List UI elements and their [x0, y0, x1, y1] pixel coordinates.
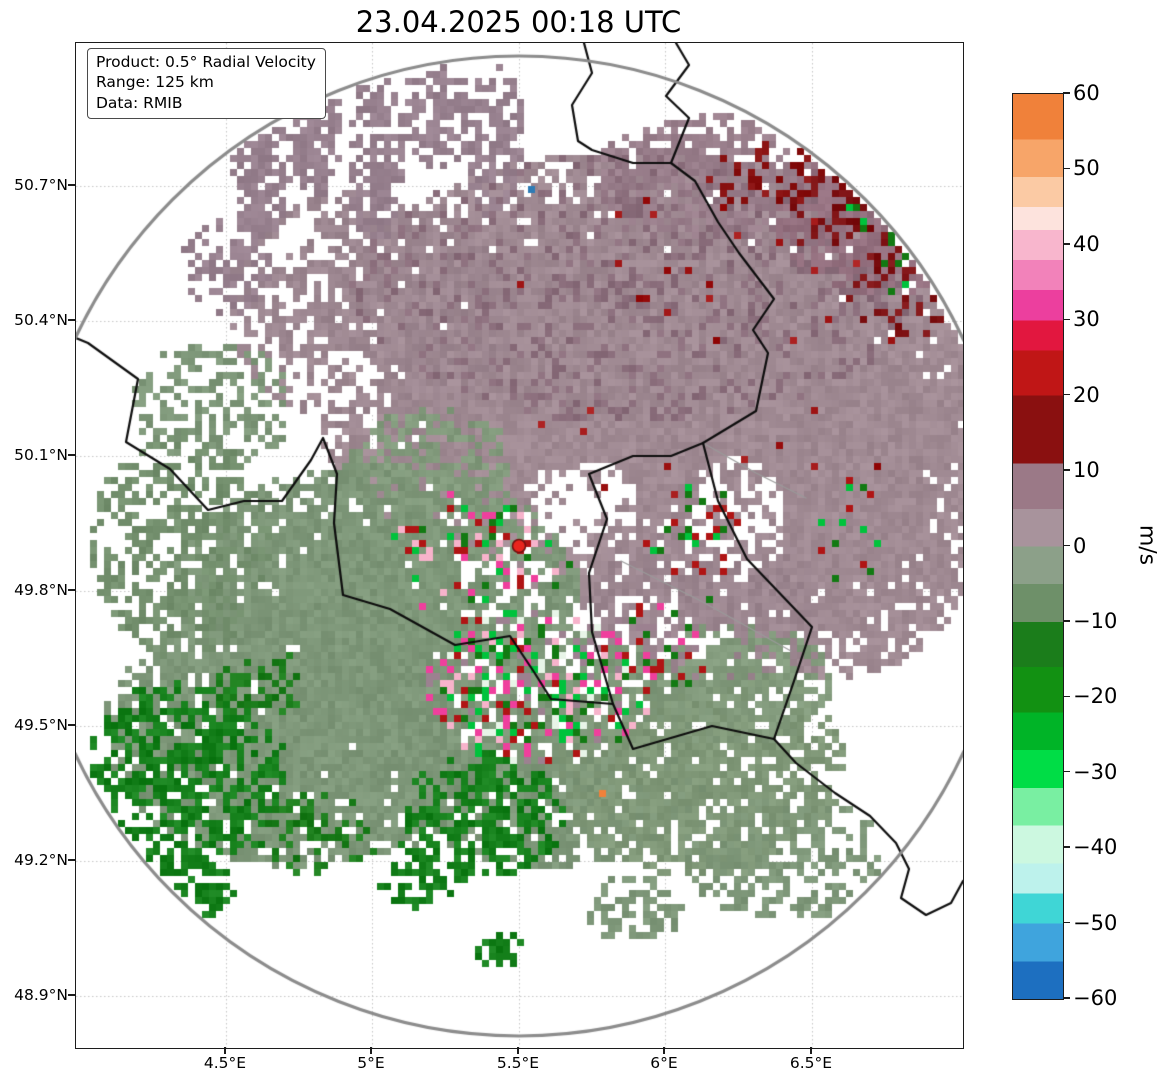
radar-ppi-canvas [76, 43, 963, 1048]
colorbar-tick-mark [1063, 544, 1070, 547]
colorbar-tick-mark [1063, 695, 1070, 698]
colorbar-tick-label: 50 [1073, 156, 1100, 181]
x-tick-mark [663, 1047, 665, 1054]
colorbar-tick-mark [1063, 469, 1070, 471]
chart-title: 23.04.2025 00:18 UTC [355, 5, 682, 39]
info-line-product: Product: 0.5° Radial Velocity [96, 53, 316, 71]
colorbar [1012, 93, 1064, 1000]
colorbar-tick-label: −60 [1073, 986, 1118, 1010]
y-tick-label: 49.8°N [14, 581, 68, 599]
colorbar-tick-label: −50 [1073, 910, 1118, 935]
colorbar-tick-label: 60 [1073, 81, 1100, 105]
y-tick-mark [68, 859, 75, 861]
colorbar-tick-mark [1063, 846, 1070, 848]
info-line-data: Data: RMIB [96, 93, 183, 112]
colorbar-tick-label: −10 [1073, 608, 1118, 633]
x-tick-label: 6.5°E [789, 1054, 833, 1072]
x-tick-mark [224, 1047, 226, 1054]
y-tick-label: 50.7°N [14, 176, 68, 194]
x-tick-label: 5.5°E [496, 1054, 540, 1072]
colorbar-tick-mark [1063, 243, 1070, 245]
y-tick-label: 49.2°N [14, 851, 68, 869]
y-tick-label: 50.4°N [14, 311, 68, 329]
colorbar-tick-label: 10 [1073, 458, 1100, 483]
colorbar-tick-label: 0 [1073, 533, 1087, 558]
colorbar-tick-mark [1063, 620, 1070, 622]
y-tick-mark [68, 724, 75, 726]
colorbar-tick-label: −40 [1073, 835, 1118, 860]
x-tick-mark [810, 1047, 812, 1054]
colorbar-tick-mark [1063, 771, 1070, 773]
y-tick-mark [68, 994, 75, 996]
colorbar-tick-label: 40 [1073, 231, 1100, 256]
colorbar-tick-mark [1063, 393, 1070, 396]
colorbar-tick-mark [1063, 167, 1070, 170]
colorbar-tick-label: 30 [1073, 307, 1100, 332]
colorbar-tick-label: −30 [1073, 759, 1118, 784]
y-tick-mark [68, 454, 75, 456]
info-box: Product: 0.5° Radial Velocity Range: 125… [87, 48, 326, 120]
colorbar-tick-mark [1063, 318, 1070, 320]
x-tick-label: 6°E [650, 1054, 678, 1072]
plot-area: Product: 0.5° Radial Velocity Range: 125… [75, 42, 964, 1049]
info-line-range: Range: 125 km [96, 73, 214, 92]
x-tick-mark [370, 1047, 372, 1054]
y-tick-mark [68, 319, 75, 321]
y-tick-label: 50.1°N [14, 446, 68, 464]
colorbar-unit-label: m/s [1134, 524, 1160, 566]
colorbar-tick-mark [1063, 92, 1070, 94]
y-tick-mark [68, 589, 75, 591]
y-tick-label: 48.9°N [14, 986, 68, 1004]
colorbar-tick-label: −20 [1073, 684, 1118, 709]
colorbar-tick-mark [1063, 921, 1070, 924]
y-tick-mark [68, 184, 75, 186]
colorbar-tick-label: 20 [1073, 382, 1100, 407]
y-tick-label: 49.5°N [14, 716, 68, 734]
x-tick-label: 4.5°E [203, 1054, 247, 1072]
colorbar-tick-mark [1063, 997, 1070, 999]
x-tick-label: 5°E [357, 1054, 385, 1072]
x-tick-mark [517, 1047, 519, 1054]
